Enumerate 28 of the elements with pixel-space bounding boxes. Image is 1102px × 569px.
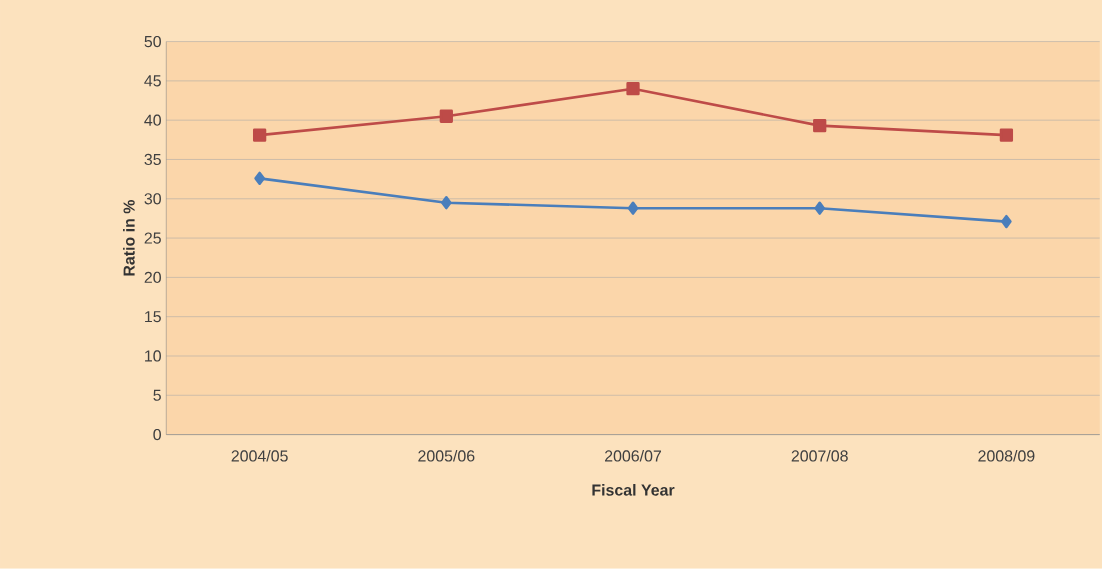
point: [813, 119, 827, 133]
y-tick-label: 35: [144, 153, 161, 166]
point: [1001, 215, 1012, 229]
y-tick-label: 0: [153, 429, 161, 441]
point: [441, 196, 452, 210]
y-tick-label: 15: [145, 311, 161, 323]
point: [254, 171, 265, 186]
y-tick-label: 25: [144, 232, 161, 244]
point: [999, 128, 1014, 142]
x-tick-label: 2008/09: [978, 450, 1035, 462]
x-tick-label: 2005/06: [418, 450, 475, 462]
point: [252, 128, 267, 142]
x-tick-label: 2004/05: [231, 450, 288, 462]
point: [626, 82, 640, 96]
point: [627, 201, 639, 215]
x-axis-title: Fiscal Year: [592, 484, 675, 496]
point: [439, 109, 453, 123]
y-tick-label: 20: [144, 271, 161, 284]
y-tick-label: 45: [144, 75, 161, 87]
y-tick-label: 30: [144, 193, 161, 205]
point: [814, 201, 826, 215]
y-axis-title: Ratio in %: [123, 200, 135, 276]
y-tick-label: 10: [145, 350, 161, 362]
x-tick-label: 2007/08: [791, 450, 848, 462]
y-tick-label: 40: [144, 114, 161, 126]
x-tick-label: 2006/07: [605, 450, 662, 462]
y-tick-label: 5: [153, 389, 161, 401]
y-tick-label: 50: [144, 36, 161, 48]
